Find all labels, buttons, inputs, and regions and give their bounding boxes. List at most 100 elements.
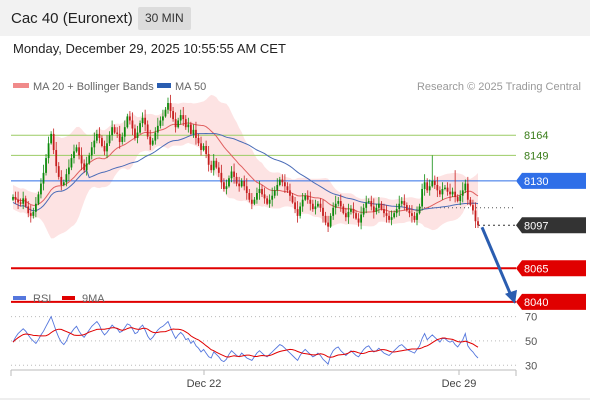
candle-body [238, 183, 241, 187]
candle-body [332, 207, 335, 216]
candle-body [228, 178, 230, 187]
candle-body [324, 215, 327, 223]
candle-body [14, 197, 17, 200]
ma20-legend-swatch [13, 83, 29, 88]
candle-body [294, 202, 296, 210]
candle-body [215, 160, 218, 168]
candle-body [164, 109, 167, 117]
forecast-arrow [480, 226, 517, 304]
candle-body [230, 171, 233, 179]
candle-body [108, 135, 111, 144]
bollinger-bands [13, 94, 478, 239]
candle-body [258, 188, 261, 194]
candle-body [367, 201, 370, 203]
candle-body [192, 129, 195, 134]
candle-body [172, 111, 174, 120]
candle-body [65, 174, 68, 183]
candle-body [184, 119, 187, 128]
candle-body [395, 209, 398, 214]
x-tick-label: Dec 22 [187, 378, 222, 390]
candle-body [243, 180, 246, 187]
candle-body [261, 188, 263, 195]
candle-body [355, 213, 357, 219]
candle-body [80, 155, 83, 164]
candle-body [283, 182, 286, 187]
candle-body [411, 213, 413, 216]
candle-body [375, 207, 378, 212]
candle-body [187, 124, 190, 128]
candle-body [423, 182, 426, 189]
candle-body [385, 213, 388, 216]
candle-body [466, 183, 469, 200]
candle-body [60, 176, 63, 185]
level-label-8065: 8065 [524, 263, 548, 275]
rsi-tick-label: 30 [525, 360, 537, 372]
candle-body [405, 205, 408, 211]
candle-body [40, 183, 42, 195]
candle-body [327, 222, 329, 227]
candle-body [477, 221, 479, 226]
price-tag-8040 [516, 293, 586, 310]
credit-text: Research © 2025 Trading Central [417, 81, 581, 93]
candle-body [400, 201, 403, 204]
candle-body [146, 124, 149, 137]
candle-body [22, 198, 25, 204]
candle-body [93, 140, 96, 148]
timestamp: Monday, December 29, 2025 10:55:55 AM CE… [13, 41, 286, 56]
ma20-line [12, 122, 479, 213]
forecast-arrow-head [505, 289, 517, 304]
candle-body [451, 191, 454, 195]
candle-body [233, 171, 235, 177]
candle-body [390, 217, 393, 220]
candle-body [98, 133, 101, 138]
candle-body [113, 127, 116, 133]
rsi-tick-label: 50 [525, 336, 537, 348]
candle-body [301, 199, 304, 207]
candle-body [347, 211, 350, 218]
candle-body [141, 117, 144, 124]
price-tag-8130 [516, 172, 586, 189]
candle-body [372, 206, 375, 212]
ma50-legend-label: MA 50 [175, 81, 206, 93]
candle-body [449, 191, 451, 195]
candle-body [83, 163, 86, 171]
candle-body [197, 137, 200, 144]
rsi-line [12, 315, 479, 365]
candle-body [149, 136, 152, 145]
candle-body [344, 213, 347, 218]
candle-body [428, 186, 431, 191]
candle-body [179, 115, 182, 121]
candle-body [441, 188, 444, 195]
candle-body [52, 133, 55, 151]
candle-body [319, 203, 322, 208]
candle-body [101, 137, 103, 146]
candle-body [418, 206, 421, 214]
candle-body [70, 158, 73, 168]
candle-body [433, 180, 436, 185]
level-label-8149: 8149 [524, 150, 548, 162]
level-label-8040: 8040 [524, 297, 548, 309]
candle-body [256, 193, 258, 200]
rsi-legend-label: RSI [33, 293, 51, 305]
level-label-8164: 8164 [524, 130, 548, 142]
level-label-8097: 8097 [524, 220, 548, 232]
candle-body [210, 164, 213, 171]
candle-body [456, 197, 459, 202]
candle-body [393, 213, 396, 218]
candle-body [472, 205, 474, 211]
candle-body [136, 132, 139, 138]
candle-body [271, 195, 274, 200]
candle-body [27, 206, 30, 214]
ma50-line [12, 132, 479, 212]
candle-body [286, 186, 289, 191]
candle-body [37, 194, 40, 204]
candle-body [398, 203, 401, 210]
candle-body [350, 209, 352, 212]
rsi-ma-legend-label: 9MA [82, 293, 105, 305]
candle-body [131, 120, 134, 129]
candle-body [156, 125, 159, 133]
candle-body [329, 215, 332, 227]
moving-averages [12, 122, 479, 213]
candle-body [459, 195, 462, 202]
interval-button[interactable]: 30 MIN [138, 7, 191, 30]
